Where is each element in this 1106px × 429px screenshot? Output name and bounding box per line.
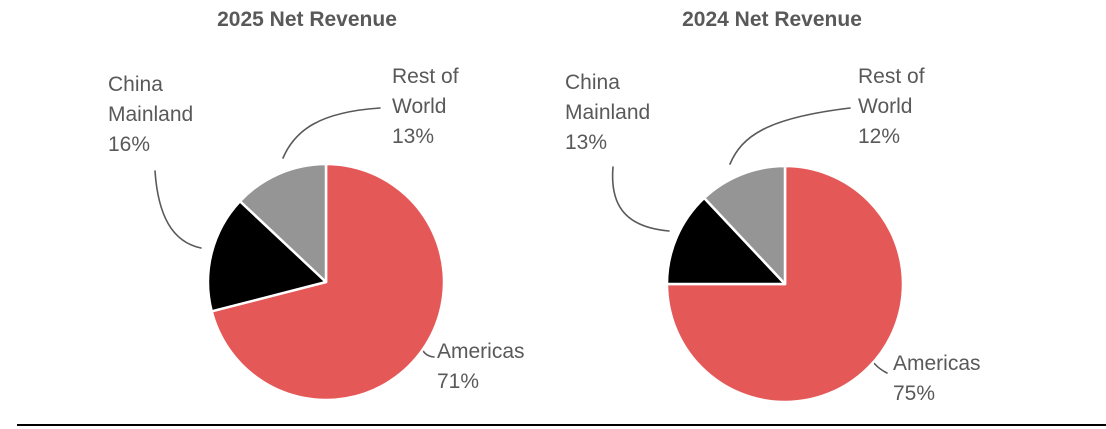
pie-slice-rest-of-world	[702, 164, 787, 286]
pie-slice-china-mainland	[665, 196, 787, 286]
leader-line-china-mainland	[611, 166, 670, 232]
slice-label: Americas	[437, 340, 525, 363]
leader-line-rest-of-world	[729, 107, 851, 165]
slice-label: China Mainland	[565, 71, 651, 124]
chart-title-2025: 2025 Net Revenue	[217, 8, 397, 31]
data-label-americas: Americas 75%	[893, 349, 1003, 409]
pie-2025	[206, 162, 446, 402]
slice-percent: 13%	[392, 125, 435, 148]
pie-slice-china-mainland	[206, 199, 328, 313]
leader-line-china-mainland	[154, 170, 202, 249]
pie-slice-americas	[665, 164, 905, 404]
slice-percent: 75%	[893, 382, 936, 405]
pie-chart-2024: 2024 Net Revenue China Mainland 13% Rest…	[553, 0, 1106, 429]
data-label-china-mainland: China Mainland 13%	[565, 68, 683, 158]
chart-title-2024: 2024 Net Revenue	[682, 8, 862, 31]
slice-label: Rest of World	[858, 65, 925, 118]
data-label-americas: Americas 71%	[437, 337, 547, 397]
slice-label: Americas	[893, 352, 981, 375]
slice-percent: 13%	[565, 131, 608, 154]
data-label-china-mainland: China Mainland 16%	[108, 70, 226, 160]
slice-percent: 16%	[108, 133, 151, 156]
slice-label: China Mainland	[108, 73, 194, 126]
pie-plot-2024	[611, 107, 905, 404]
pie-slice-americas	[210, 162, 446, 402]
pie-slice-rest-of-world	[238, 162, 328, 284]
pie-chart-2025: 2025 Net Revenue China Mainland 16% Rest…	[108, 8, 547, 402]
data-label-rest-of-world: Rest of World 12%	[858, 62, 942, 152]
leader-line-rest-of-world	[282, 107, 381, 159]
pie-plot-2025	[154, 107, 446, 402]
slice-percent: 12%	[858, 125, 901, 148]
slice-label: Rest of World	[392, 65, 459, 118]
slice-percent: 71%	[437, 370, 480, 393]
data-label-rest-of-world: Rest of World 13%	[392, 62, 476, 152]
pie-2024	[665, 164, 905, 404]
bottom-rule	[17, 424, 1106, 426]
